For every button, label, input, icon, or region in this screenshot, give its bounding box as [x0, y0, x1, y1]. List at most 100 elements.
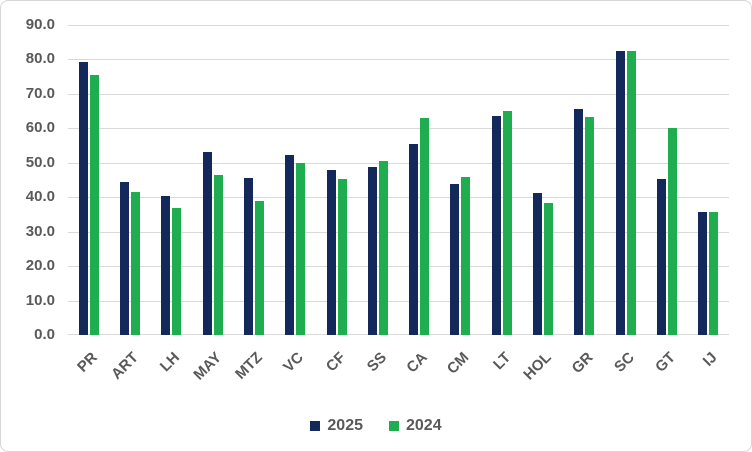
y-tick-label-80.0: 80.0	[25, 50, 55, 68]
bar-2025-cf	[326, 170, 336, 335]
bar-group-sc	[605, 25, 646, 335]
bar-group-vc	[275, 25, 316, 335]
gridline-50	[68, 162, 729, 164]
bar-2024-mtz	[254, 200, 264, 335]
x-cell-ca: CA	[399, 341, 440, 399]
x-axis-label-lh: LH	[157, 349, 184, 376]
bar-2024-lt	[502, 110, 512, 335]
x-axis-label-ss: SS	[363, 349, 390, 376]
x-axis-label-ca: CA	[403, 349, 432, 377]
x-axis-label-sc: SC	[610, 349, 638, 376]
legend-swatch-2024	[389, 421, 399, 431]
y-axis: 0.0 10.0 20.0 30.0 40.0 50.0 60.0 70.0 80.0 90.0	[1, 1, 63, 451]
x-cell-lt: LT	[481, 341, 522, 399]
x-cell-pr: PR	[68, 341, 109, 399]
x-cell-lh: LH	[151, 341, 192, 399]
bar-2025-hol	[533, 193, 543, 335]
x-axis-label-mtz: MTZ	[232, 349, 266, 383]
gridline-80	[68, 59, 729, 61]
bar-2024-hol	[544, 203, 554, 335]
bar-2025-cm	[450, 184, 460, 335]
y-tick-label-40.0: 40.0	[25, 188, 55, 206]
x-cell-mtz: MTZ	[232, 341, 274, 399]
bar-group-may	[192, 25, 233, 335]
bar-group-ss	[357, 25, 398, 335]
bar-2024-gt	[668, 128, 678, 335]
x-cell-sc: SC	[605, 341, 646, 399]
bar-2025-gr	[574, 108, 584, 335]
bar-group-gt	[646, 25, 687, 335]
x-axis-label-cf: CF	[322, 349, 349, 376]
y-tick-label-90.0: 90.0	[25, 16, 55, 33]
y-tick-label-0.0: 0.0	[34, 326, 55, 343]
x-axis-label-art: ART	[108, 349, 142, 383]
bar-group-ij	[688, 25, 729, 335]
y-tick-label-20.0: 20.0	[25, 257, 55, 275]
y-tick-label-30.0: 30.0	[25, 222, 55, 240]
bar-2025-lt	[491, 115, 501, 335]
bar-group-hol	[522, 25, 563, 335]
legend-label-2024: 2024	[406, 417, 442, 434]
bar-2025-may	[202, 152, 212, 335]
bar-group-cf	[316, 25, 357, 335]
y-tick-label-60.0: 60.0	[25, 119, 55, 137]
plot-area	[68, 25, 729, 335]
x-axis-label-hol: HOL	[520, 349, 556, 384]
bar-2024-vc	[296, 163, 306, 335]
bar-2024-art	[130, 192, 140, 335]
x-cell-vc: VC	[275, 341, 316, 399]
bar-2025-vc	[285, 154, 295, 335]
bar-2024-cm	[461, 177, 471, 335]
gridline-20	[68, 266, 729, 268]
x-cell-gr: GR	[564, 341, 605, 399]
bar-group-ca	[399, 25, 440, 335]
legend-item-2025: 2025	[310, 417, 363, 435]
bar-2024-may	[213, 174, 223, 335]
bar-group-art	[109, 25, 150, 335]
x-axis-label-vc: VC	[280, 349, 308, 376]
legend-item-2024: 2024	[389, 417, 442, 435]
bar-2025-ij	[698, 212, 708, 335]
bar-2025-gt	[657, 179, 667, 335]
bar-2025-art	[119, 182, 129, 335]
y-tick-label-10.0: 10.0	[25, 291, 55, 309]
bar-group-cm	[440, 25, 481, 335]
bar-2024-cf	[337, 178, 347, 335]
bar-2024-lh	[172, 207, 182, 335]
y-tick-label-50.0: 50.0	[25, 153, 55, 171]
bar-2025-ss	[367, 167, 377, 335]
gridline-40	[68, 197, 729, 199]
gridline-30	[68, 231, 729, 233]
legend-label-2025: 2025	[327, 417, 363, 434]
x-axis-label-gt: GT	[652, 349, 680, 376]
x-cell-cf: CF	[316, 341, 357, 399]
bar-group-pr	[68, 25, 109, 335]
legend-swatch-2025	[310, 421, 321, 431]
gridline-70	[68, 93, 729, 95]
x-cell-gt: GT	[646, 341, 687, 399]
bar-2025-mtz	[243, 177, 253, 335]
legend: 2025 2024	[1, 417, 751, 435]
gridline-90	[68, 25, 729, 26]
y-tick-label-70.0: 70.0	[25, 84, 55, 102]
x-axis-label-gr: GR	[568, 349, 597, 377]
x-axis-label-pr: PR	[73, 349, 101, 376]
x-cell-ss: SS	[357, 341, 398, 399]
x-axis: PR ART LH MAY MTZ VC CF SS CA CM LT HOL GR SC GT IJ	[68, 341, 729, 399]
gridline-0	[68, 334, 729, 335]
bar-group-lh	[151, 25, 192, 335]
bar-2025-sc	[615, 50, 625, 335]
bar-2024-ca	[420, 118, 430, 335]
x-cell-hol: HOL	[520, 341, 563, 399]
x-axis-label-lt: LT	[489, 349, 514, 374]
bar-group-gr	[564, 25, 605, 335]
bar-2024-sc	[626, 50, 636, 335]
gridline-60	[68, 128, 729, 130]
x-axis-label-cm: CM	[443, 349, 473, 378]
bar-2024-ij	[709, 211, 719, 335]
x-cell-art: ART	[108, 341, 150, 399]
x-axis-label-ij: IJ	[699, 349, 721, 370]
bar-groups	[68, 25, 729, 335]
x-cell-may: MAY	[190, 341, 233, 399]
